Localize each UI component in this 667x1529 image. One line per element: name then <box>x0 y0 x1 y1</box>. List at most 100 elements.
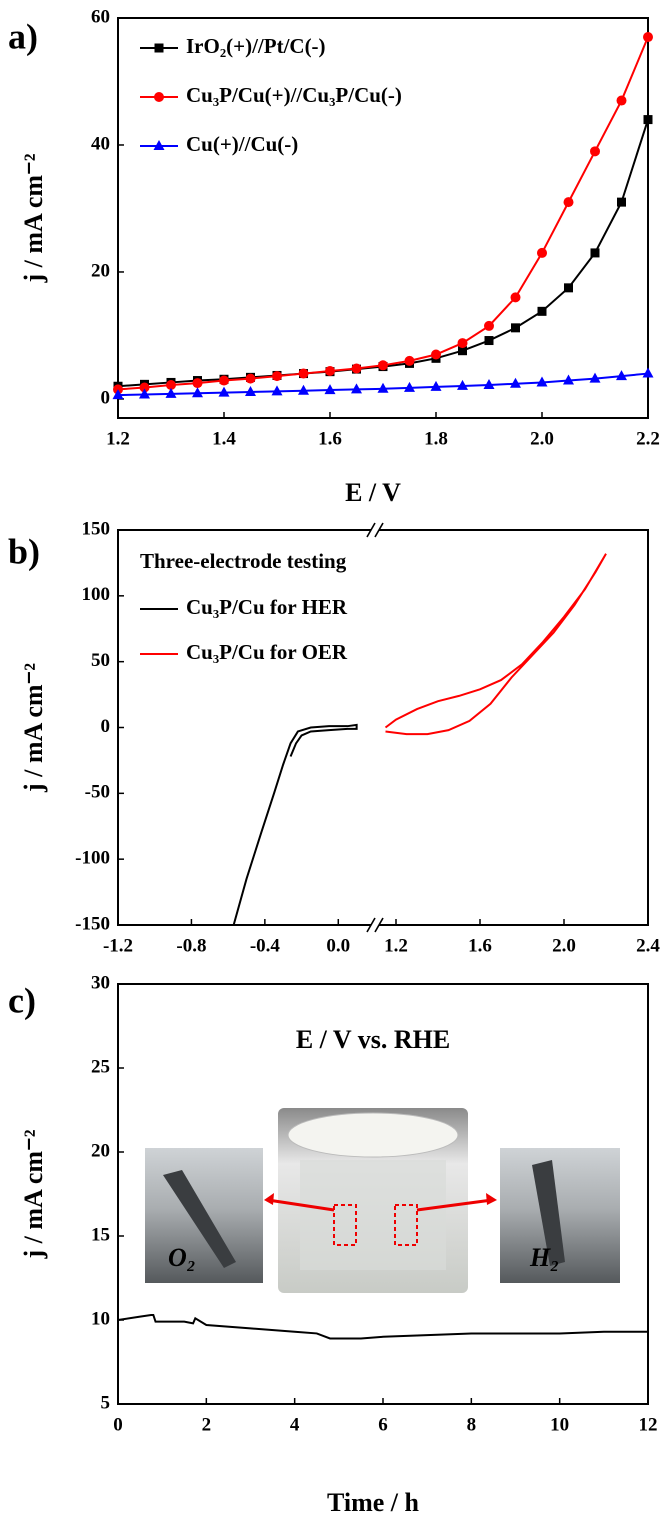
axis-break-mark <box>366 522 376 538</box>
marker <box>404 355 415 366</box>
axis-break-gap <box>371 527 379 533</box>
legend-label: Cu(+)//Cu(-) <box>186 132 298 156</box>
y-tick-label: 20 <box>91 1140 110 1161</box>
x-tick-label: 10 <box>550 1414 569 1435</box>
marker <box>510 377 521 388</box>
y-tick-label: 150 <box>82 518 111 539</box>
x-tick-label: 6 <box>378 1414 388 1435</box>
marker <box>192 387 203 398</box>
y-tick-label: -50 <box>85 782 110 803</box>
marker <box>351 383 362 394</box>
marker <box>589 372 601 383</box>
photo-annotation: O₂ <box>168 1243 196 1272</box>
marker <box>154 43 164 53</box>
x-tick-label: 12 <box>639 1414 658 1435</box>
x-tick-label: 1.8 <box>424 428 448 449</box>
marker <box>218 386 230 397</box>
marker <box>219 375 229 386</box>
y-tick-label: 60 <box>91 6 110 27</box>
plot-frame <box>117 529 649 926</box>
marker <box>166 379 176 390</box>
panel-label: a) <box>8 16 38 56</box>
x-tick-label: 2.0 <box>552 935 576 956</box>
x-tick-label: 0.0 <box>326 935 350 956</box>
marker <box>537 306 547 316</box>
arrow <box>267 1198 335 1212</box>
marker <box>245 373 256 384</box>
y-tick-label: 10 <box>91 1308 110 1329</box>
y-tick-label: 50 <box>91 650 110 671</box>
legend-label: IrO₂(+)//Pt/C(-) <box>186 34 326 58</box>
marker <box>617 197 626 207</box>
series-line <box>384 553 607 736</box>
x-tick-label: -1.2 <box>103 935 133 956</box>
x-tick-label: 2 <box>202 1414 212 1435</box>
y-axis-title: j / mA cm⁻² <box>19 153 48 283</box>
y-tick-label: 15 <box>91 1224 110 1245</box>
x-axis-title: E / V <box>345 478 401 507</box>
marker <box>325 366 335 377</box>
marker <box>192 378 203 389</box>
panel-label: c) <box>8 980 36 1020</box>
marker <box>642 367 654 378</box>
marker <box>324 384 336 395</box>
x-tick-label: 2.2 <box>636 428 660 449</box>
x-tick-label: 1.4 <box>212 428 236 449</box>
marker <box>643 115 653 125</box>
marker <box>245 385 256 396</box>
marker <box>298 384 309 395</box>
axis-break-mark <box>366 917 376 933</box>
marker <box>430 380 442 391</box>
electrode <box>532 1160 565 1266</box>
marker <box>153 140 165 150</box>
x-axis-title: E / V vs. RHE <box>296 1025 450 1054</box>
marker <box>457 338 468 349</box>
arrow-head <box>486 1193 497 1205</box>
plot-frame <box>117 17 649 419</box>
legend-label: Cu₃P/Cu for HER <box>186 595 348 619</box>
series-line <box>232 723 358 926</box>
axis-break-gap <box>371 922 379 928</box>
x-tick-label: 8 <box>467 1414 477 1435</box>
electrode <box>163 1170 236 1268</box>
x-tick-label: 1.2 <box>106 428 130 449</box>
y-axis-title: j / mA cm⁻² <box>19 1129 48 1259</box>
photo-annotation: H₂ <box>529 1243 559 1272</box>
marker <box>351 363 362 374</box>
y-tick-label: 100 <box>82 584 111 605</box>
marker <box>537 247 547 258</box>
x-tick-label: 2.4 <box>636 935 660 956</box>
marker <box>165 387 177 398</box>
x-axis-title: Time / h <box>327 1488 420 1517</box>
marker <box>458 346 467 356</box>
y-axis-title: j / mA cm⁻² <box>19 663 48 793</box>
cell-body <box>300 1160 446 1270</box>
marker <box>431 349 441 360</box>
marker <box>272 371 282 382</box>
marker <box>484 336 494 346</box>
arrow <box>416 1198 493 1212</box>
y-tick-label: 5 <box>101 1392 111 1413</box>
y-tick-label: -100 <box>75 848 110 869</box>
axis-break-mark <box>374 522 384 538</box>
series-line <box>117 119 649 388</box>
marker <box>511 323 520 333</box>
marker <box>590 146 600 157</box>
marker <box>616 370 627 381</box>
marker <box>377 382 389 393</box>
series-line <box>117 1313 648 1340</box>
x-tick-label: 4 <box>290 1414 300 1435</box>
marker <box>404 381 415 392</box>
x-tick-label: -0.8 <box>176 935 206 956</box>
legend-label: Cu₃P/Cu for OER <box>186 640 348 664</box>
marker <box>484 320 494 331</box>
marker <box>457 379 468 390</box>
cell-cap <box>287 1112 459 1158</box>
y-tick-label: 20 <box>91 260 110 281</box>
marker <box>563 197 574 208</box>
marker <box>139 382 150 393</box>
marker <box>616 95 627 106</box>
photo-insets <box>145 1108 620 1293</box>
